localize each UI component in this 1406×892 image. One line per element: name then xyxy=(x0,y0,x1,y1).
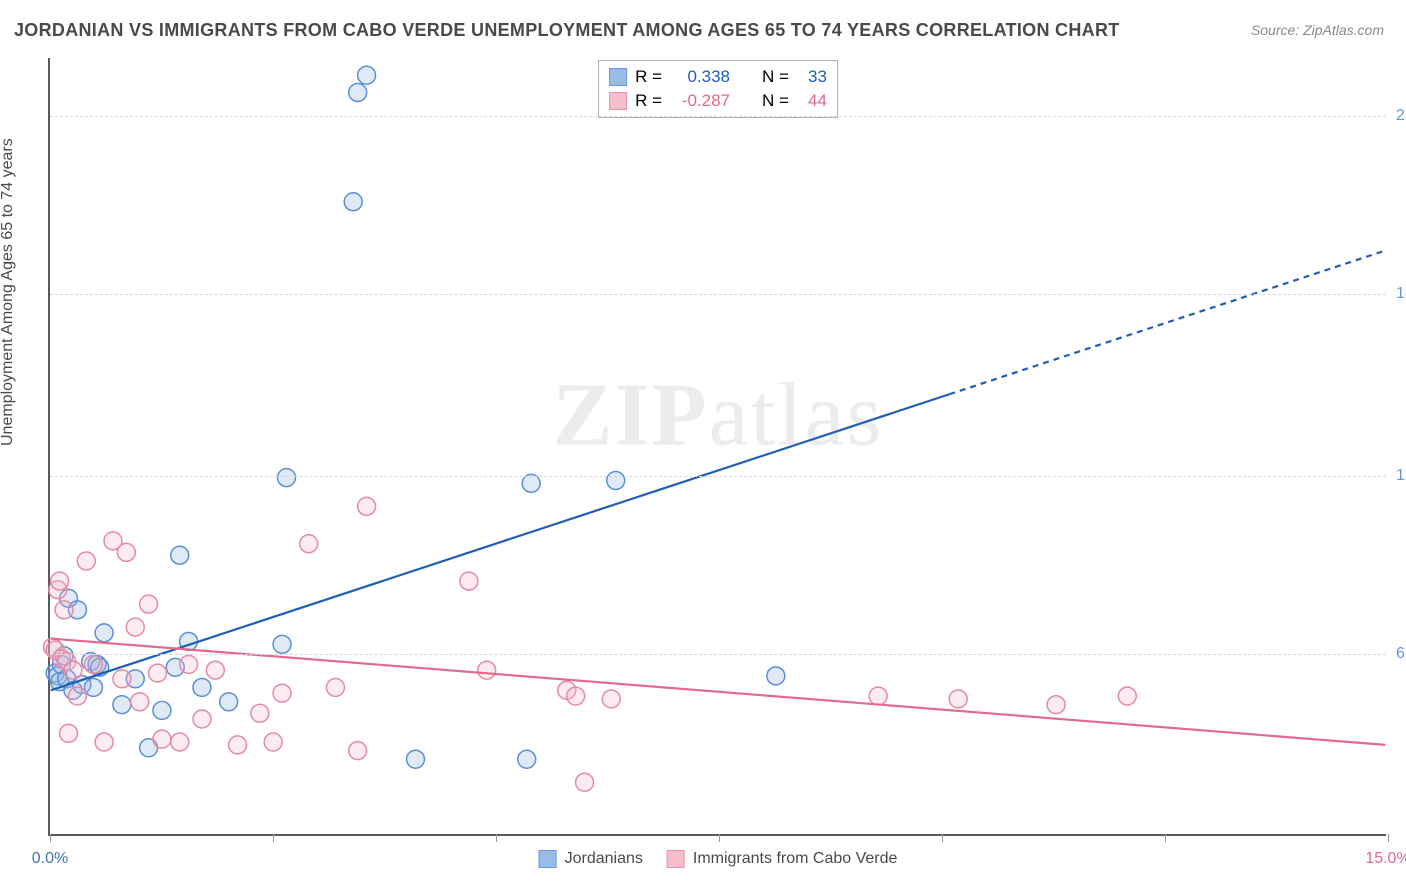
legend-bottom: Jordanians Immigrants from Cabo Verde xyxy=(539,850,898,868)
chart-title: JORDANIAN VS IMMIGRANTS FROM CABO VERDE … xyxy=(14,20,1120,41)
swatch-cabo-verde xyxy=(609,92,627,110)
legend-stats-row: R = 0.338 N = 33 xyxy=(609,65,827,89)
swatch-jordanians xyxy=(609,68,627,86)
source-label: Source: ZipAtlas.com xyxy=(1251,22,1384,38)
stat-label-n: N = xyxy=(762,65,789,89)
y-tick-label: 12.5% xyxy=(1388,467,1406,485)
legend-item-jordanians: Jordanians xyxy=(539,850,643,868)
y-axis-label: Unemployment Among Ages 65 to 74 years xyxy=(0,138,17,446)
y-tick-label: 25.0% xyxy=(1388,107,1406,125)
y-tick-label: 6.3% xyxy=(1388,645,1406,663)
y-tick-label: 18.8% xyxy=(1388,285,1406,303)
swatch-jordanians xyxy=(539,850,557,868)
legend-stats-box: R = 0.338 N = 33 R = -0.287 N = 44 xyxy=(598,60,838,118)
stat-label-r: R = xyxy=(635,89,662,113)
stat-value-n-jord: 33 xyxy=(797,65,827,89)
legend-label: Jordanians xyxy=(565,850,643,868)
scatter-svg xyxy=(50,58,1386,834)
plot-area: ZIPatlas R = 0.338 N = 33 R = -0.287 N =… xyxy=(48,58,1386,836)
swatch-cabo-verde xyxy=(667,850,685,868)
stat-label-n: N = xyxy=(762,89,789,113)
stat-value-r-jord: 0.338 xyxy=(670,65,730,89)
stat-label-r: R = xyxy=(635,65,662,89)
legend-label: Immigrants from Cabo Verde xyxy=(693,850,898,868)
x-tick-label: 0.0% xyxy=(32,850,68,868)
x-tick-label: 15.0% xyxy=(1365,850,1406,868)
stat-value-r-cv: -0.287 xyxy=(670,89,730,113)
legend-stats-row: R = -0.287 N = 44 xyxy=(609,89,827,113)
stat-value-n-cv: 44 xyxy=(797,89,827,113)
correlation-chart: JORDANIAN VS IMMIGRANTS FROM CABO VERDE … xyxy=(0,0,1406,892)
legend-item-cabo-verde: Immigrants from Cabo Verde xyxy=(667,850,898,868)
